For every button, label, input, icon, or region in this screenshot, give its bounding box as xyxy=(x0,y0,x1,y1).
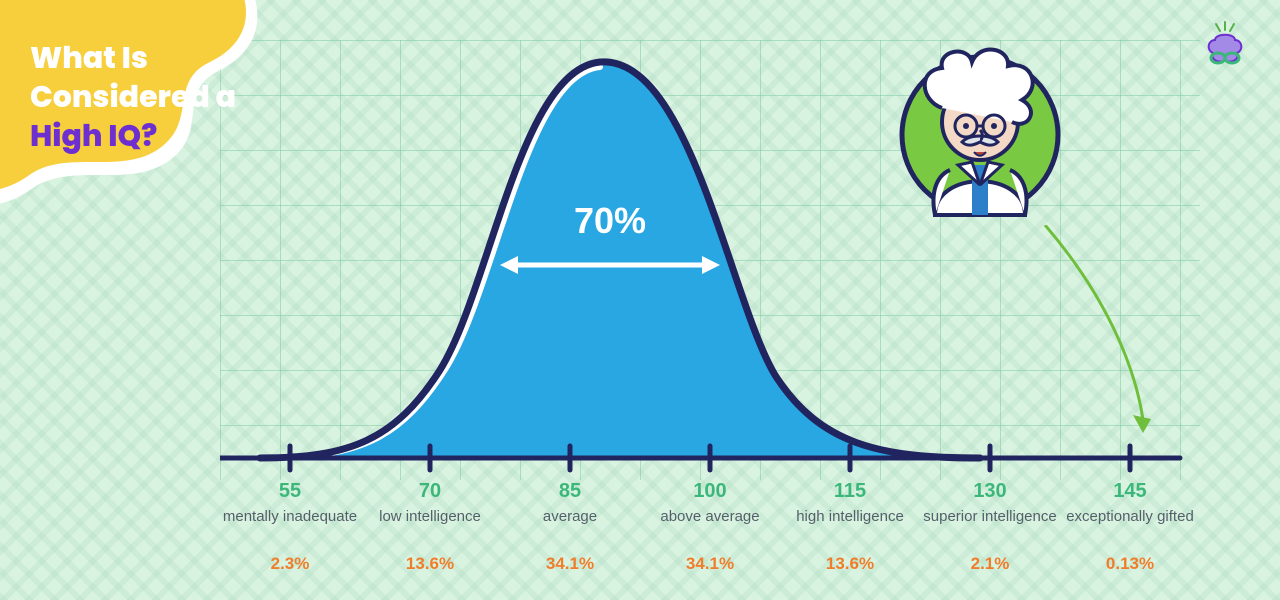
tick-value: 85 xyxy=(500,480,640,503)
tick-value: 70 xyxy=(360,480,500,503)
percent-label: 13.6% xyxy=(360,554,500,574)
center-percent-label: 70% xyxy=(574,200,646,242)
category-label: low intelligence xyxy=(360,508,500,544)
title-line-1: What Is xyxy=(30,36,148,79)
title-line-2: Considered a xyxy=(30,75,236,118)
category-label: high intelligence xyxy=(780,508,920,544)
category-label: above average xyxy=(640,508,780,544)
title-line-3: High IQ? xyxy=(30,116,236,155)
scientist-avatar xyxy=(880,30,1080,230)
axis-categories-row: mentally inadequate low intelligence ave… xyxy=(220,504,1200,544)
tick-value: 115 xyxy=(780,480,920,503)
tick-value: 145 xyxy=(1060,480,1200,503)
percent-label: 2.3% xyxy=(220,554,360,574)
category-label: mentally inadequate xyxy=(220,508,360,544)
center-range-arrow xyxy=(500,250,720,280)
percent-label: 13.6% xyxy=(780,554,920,574)
category-label: superior intelligence xyxy=(920,508,1060,544)
category-label: exceptionally gifted xyxy=(1060,508,1200,544)
percent-label: 34.1% xyxy=(640,554,780,574)
percent-label: 34.1% xyxy=(500,554,640,574)
axis-numbers-row: 55 70 85 100 115 130 145 xyxy=(220,480,1200,503)
page-title: What Is Considered a High IQ? xyxy=(30,38,236,155)
tick-value: 100 xyxy=(640,480,780,503)
brain-logo-icon xyxy=(1200,20,1250,70)
tick-value: 130 xyxy=(920,480,1060,503)
axis-percents-row: 2.3% 13.6% 34.1% 34.1% 13.6% 2.1% 0.13% xyxy=(220,550,1200,574)
percent-label: 0.13% xyxy=(1060,554,1200,574)
category-label: average xyxy=(500,508,640,544)
percent-label: 2.1% xyxy=(920,554,1060,574)
tick-value: 55 xyxy=(220,480,360,503)
pointer-arrow xyxy=(1025,225,1155,435)
